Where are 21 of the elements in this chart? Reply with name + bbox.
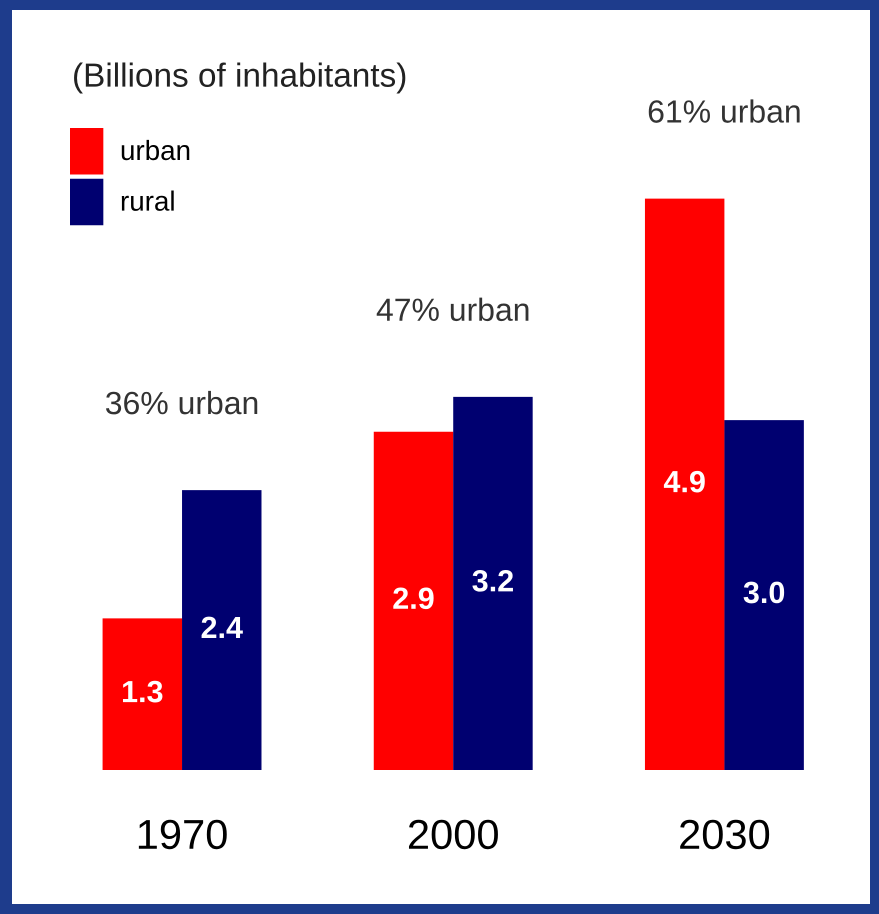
data-label: 4.9 <box>664 470 705 492</box>
data-label: 1.3 <box>122 680 162 702</box>
data-label: 3.2 <box>472 570 513 592</box>
bar <box>102 618 182 770</box>
chart-title: (Billions of inhabitants) <box>74 62 406 94</box>
bar <box>182 490 262 770</box>
x-tick-label: 2030 <box>680 820 770 850</box>
annotation: 36% urban <box>106 390 258 414</box>
text: 61% urban <box>648 99 800 123</box>
legend-label: rural <box>122 190 174 211</box>
legend-label: urban <box>122 140 190 160</box>
x-tick-label: 2000 <box>408 820 498 850</box>
annotation: 47% urban <box>376 298 528 322</box>
data-label: 3.0 <box>744 582 784 604</box>
bar <box>724 420 804 770</box>
bar <box>453 396 533 770</box>
bar <box>644 198 724 770</box>
data-label: 2.4 <box>202 616 243 638</box>
x-tick-label: 1970 <box>138 820 227 850</box>
data-label: 2.9 <box>393 587 434 610</box>
bar <box>374 432 454 770</box>
